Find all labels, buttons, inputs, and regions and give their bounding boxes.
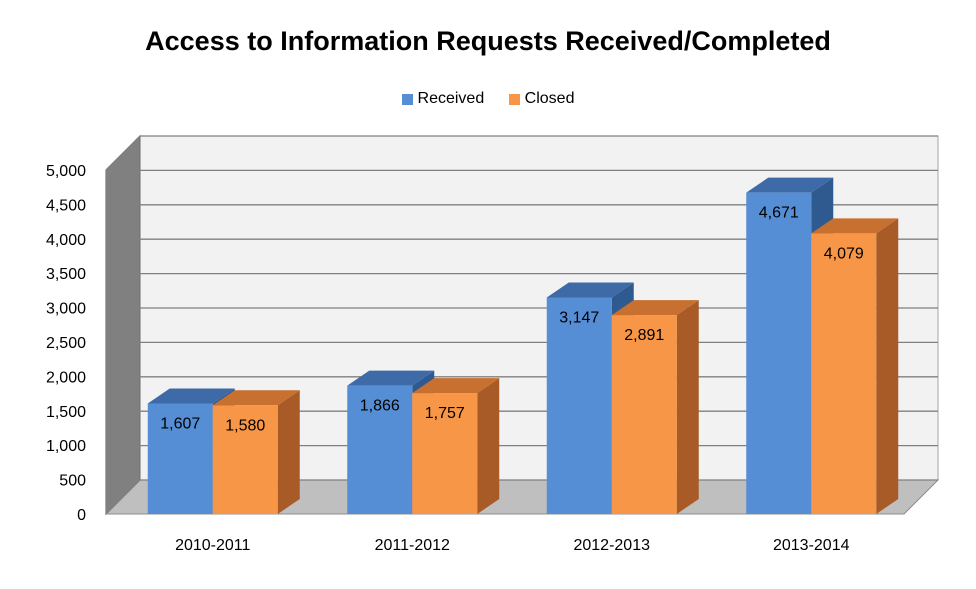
bar-side [477,378,500,514]
gridline-side [105,169,141,205]
legend-item-closed: Closed [508,90,575,108]
bar-side [277,390,300,514]
gridline-side [105,204,141,240]
data-label: 1,607 [160,415,200,432]
bar-top [611,300,699,316]
legend-label-closed: Closed [524,90,575,107]
bar-top [147,388,235,404]
legend: Received Closed [0,90,976,110]
gridline-side [105,479,141,515]
y-tick-label: 3,500 [46,266,86,283]
gridline-side [105,238,141,274]
bar-side [676,300,699,514]
x-category-label: 2013-2014 [773,537,850,554]
bar-top [546,282,634,298]
bar-top [412,378,500,394]
bar-front [811,233,877,514]
y-tick-label: 5,000 [46,163,86,180]
y-tick-label: 4,000 [46,232,86,249]
gridline-side [105,273,141,309]
x-category-label: 2011-2012 [375,537,450,554]
data-label: 4,079 [824,245,864,262]
bar-front [212,405,278,514]
y-tick-label: 4,500 [46,197,86,214]
bar-front [546,297,612,514]
bar-closed-2010-2011: 1,580 [212,390,300,514]
bar-front [611,315,677,514]
bar-side [876,218,899,514]
legend-swatch-received [401,93,413,105]
bar-closed-2012-2013: 2,891 [611,300,699,514]
gridline-side [105,445,141,481]
x-category-label: 2010-2011 [175,537,250,554]
data-label: 4,671 [759,205,799,222]
gridline-side [105,307,141,343]
gridline-side [105,376,141,412]
gridline-side [105,410,141,446]
gridline-side [105,135,141,171]
gridline-side [105,341,141,377]
legend-label-received: Received [417,90,485,107]
legend-item-received: Received [401,90,485,108]
bar-top [212,390,300,406]
bar-front [412,393,478,514]
data-label: 3,147 [559,309,599,326]
data-label: 1,866 [360,398,400,415]
bar-front [347,385,413,514]
legend-swatch-closed [508,93,520,105]
bar-closed-2011-2012: 1,757 [412,378,500,514]
bar-front [746,192,812,514]
x-category-label: 2012-2013 [573,537,650,554]
y-tick-label: 2,000 [46,369,86,386]
chart-title: Access to Information Requests Received/… [145,26,831,56]
data-label: 1,757 [425,405,465,422]
y-tick-label: 1,500 [46,404,86,421]
y-tick-label: 500 [59,473,86,490]
y-tick-label: 1,000 [46,438,86,455]
bar-front [147,403,213,514]
y-tick-label: 3,000 [46,301,86,318]
data-label: 2,891 [624,327,664,344]
bar-top [811,218,899,234]
data-label: 1,580 [225,417,265,434]
bar-closed-2013-2014: 4,079 [811,218,899,514]
bar-top [746,177,834,193]
bar-top [347,370,435,386]
y-tick-label: 2,500 [46,335,86,352]
y-tick-label: 0 [77,507,86,524]
